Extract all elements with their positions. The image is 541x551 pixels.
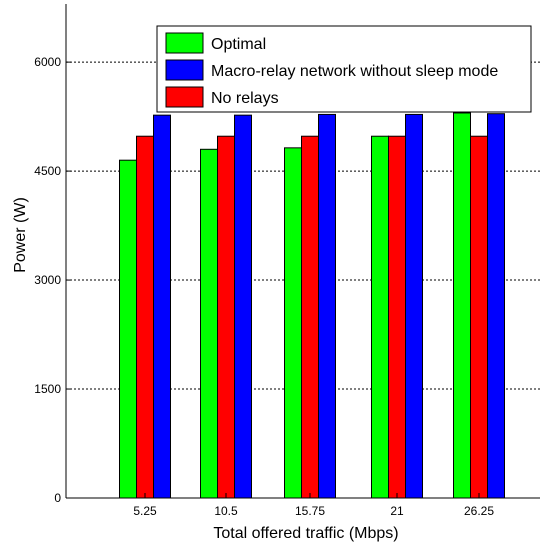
bar-macro-relay-network-without-sleep-mode — [487, 113, 505, 499]
legend-swatch — [165, 59, 204, 81]
y-axis-label: Power (W) — [12, 197, 29, 273]
legend-swatch — [165, 32, 204, 54]
legend-label: No relays — [211, 90, 279, 107]
bar-macro-relay-network-without-sleep-mode — [153, 114, 171, 499]
legend-box — [156, 25, 532, 113]
bar-optimal — [453, 112, 471, 499]
legend: Optimal Macro-relay network without sleep… — [156, 25, 532, 113]
x-tick-label: 10.5 — [214, 504, 238, 518]
y-tick-label: 4500 — [34, 164, 61, 178]
bar-no-relays — [388, 135, 406, 499]
bar-no-relays — [301, 135, 319, 499]
axes — [65, 4, 540, 499]
legend-swatch — [165, 86, 204, 108]
tick-labels: 0 1500 3000 4500 6000 5.25 10.5 15.75 21 26.25 — [34, 55, 494, 518]
y-tick-label: 0 — [54, 491, 61, 505]
y-tick-label: 3000 — [34, 273, 61, 287]
bar-optimal — [200, 148, 218, 499]
bar-macro-relay-network-without-sleep-mode — [318, 113, 336, 499]
x-tick-label: 26.25 — [464, 504, 494, 518]
x-axis-label: Total offered traffic (Mbps) — [213, 525, 398, 542]
bar-no-relays — [136, 135, 154, 499]
x-tick-label: 21 — [390, 504, 404, 518]
legend-label: Optimal — [211, 36, 266, 53]
bar-optimal — [119, 159, 137, 499]
bars — [119, 112, 505, 499]
y-tick-label: 6000 — [34, 55, 61, 69]
bar-macro-relay-network-without-sleep-mode — [234, 114, 252, 499]
bar-macro-relay-network-without-sleep-mode — [405, 113, 423, 499]
x-tick-label: 5.25 — [133, 504, 157, 518]
bar-no-relays — [470, 135, 488, 499]
y-tick-label: 1500 — [34, 382, 61, 396]
bar-optimal — [284, 147, 302, 499]
legend-label: Macro-relay network without sleep mode — [211, 63, 498, 80]
bar-no-relays — [217, 135, 235, 499]
x-tick-label: 15.75 — [295, 504, 325, 518]
bar-optimal — [371, 135, 389, 499]
